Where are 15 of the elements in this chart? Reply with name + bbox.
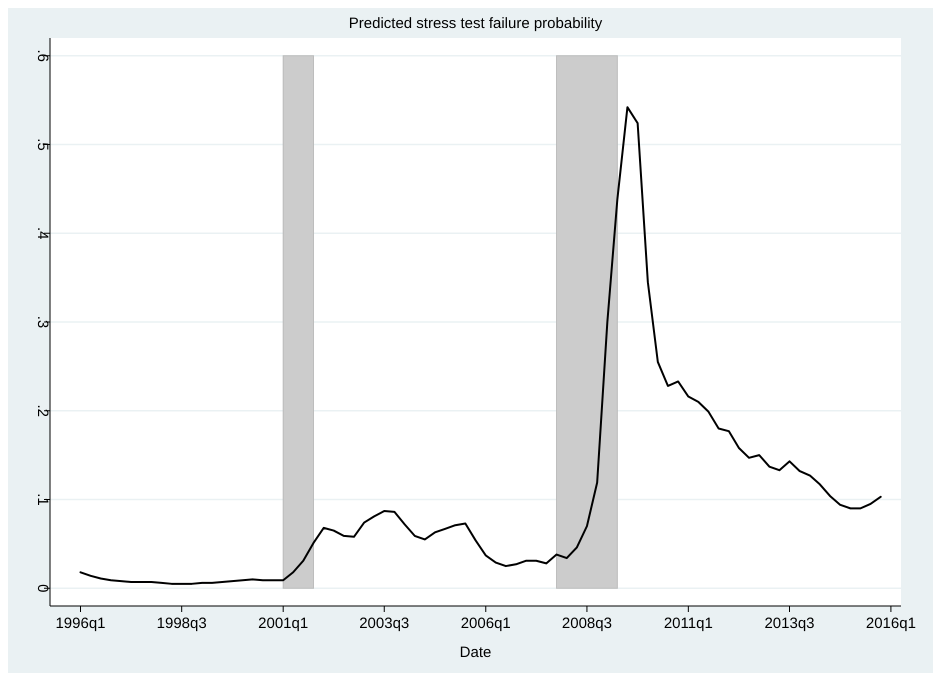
x-tick-label: 2016q1 [866,615,916,632]
x-tick-label: 2013q3 [764,615,815,632]
x-tick-label: 2001q1 [258,615,308,632]
x-axis-title: Date [460,644,492,661]
y-tick-label: .2 [34,404,51,418]
x-tick-label: 2003q3 [359,615,410,632]
chart-title: Predicted stress test failure probability [348,15,603,32]
x-tick-label: 2008q3 [562,615,612,632]
line-series [80,106,882,585]
x-tick-label: 1998q3 [156,615,207,632]
x-tick-label: 2011q1 [664,615,713,632]
y-tick-label: .4 [34,226,51,240]
x-tick-label: 2006q1 [460,615,511,632]
x-tick-label: 1996q1 [55,615,106,632]
y-tick-label: 0 [34,584,51,592]
